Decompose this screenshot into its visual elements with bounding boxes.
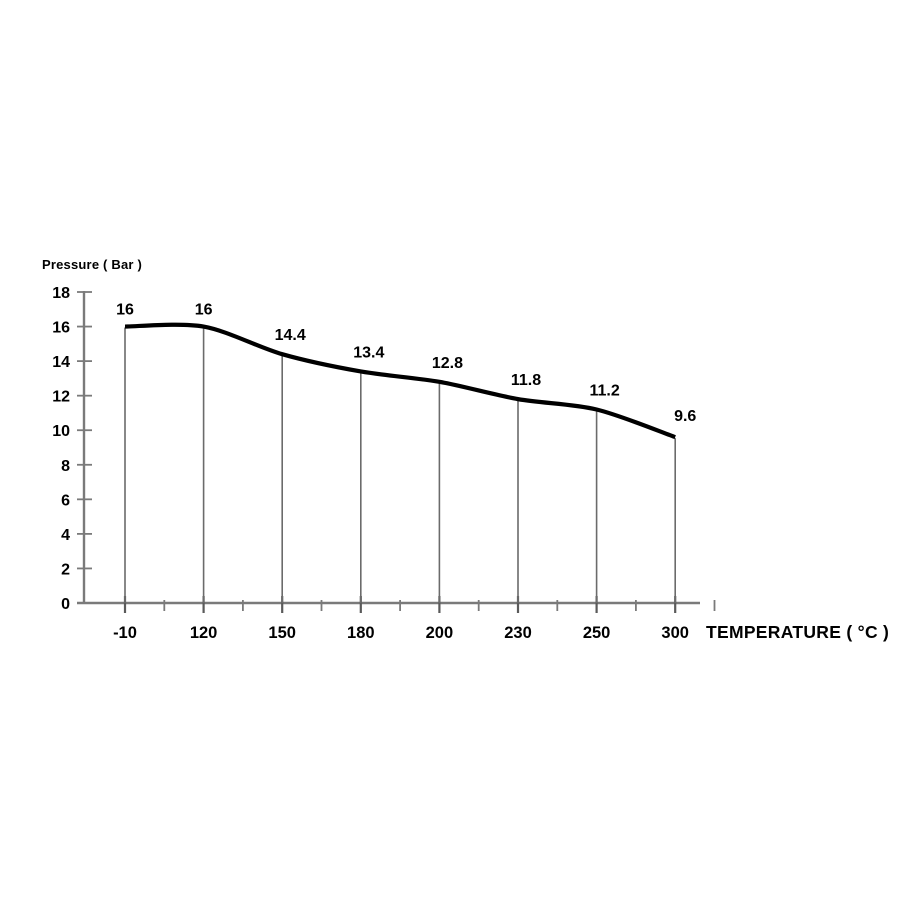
y-tick-label: 0 xyxy=(61,596,70,613)
y-axis-ticks: 0 2 4 6 8 10 12 14 16 18 xyxy=(52,285,92,613)
x-axis-tick-labels: -10 120 150 180 200 230 250 300 xyxy=(113,624,689,642)
data-point-labels: 16 16 14.4 13.4 12.8 11.8 11.2 9.6 xyxy=(116,302,696,426)
y-tick-label: 6 xyxy=(61,492,70,509)
x-tick-label: 200 xyxy=(426,624,454,642)
x-tick-label: -10 xyxy=(113,624,137,642)
y-tick-label: 18 xyxy=(52,285,70,302)
x-axis-title: TEMPERATURE ( °C ) xyxy=(706,622,889,642)
x-tick-label: 150 xyxy=(268,624,296,642)
x-axis-ticks xyxy=(123,596,716,613)
pressure-series-line xyxy=(124,322,676,440)
x-tick-label: 250 xyxy=(583,624,611,642)
data-point-label: 12.8 xyxy=(432,355,463,372)
x-tick-label: 230 xyxy=(504,624,532,642)
y-tick-label: 14 xyxy=(52,354,70,371)
data-drop-lines xyxy=(124,327,677,603)
data-point-label: 9.6 xyxy=(674,408,696,425)
x-tick-label: 300 xyxy=(661,624,689,642)
y-tick-label: 4 xyxy=(61,527,70,544)
data-point-label: 11.2 xyxy=(589,382,619,399)
data-point-label: 11.8 xyxy=(511,372,541,389)
data-point-label: 16 xyxy=(195,302,213,319)
y-tick-label: 2 xyxy=(61,561,70,578)
x-tick-label: 180 xyxy=(347,624,375,642)
x-tick-label: 120 xyxy=(190,624,218,642)
y-tick-label: 16 xyxy=(52,320,70,337)
data-point-label: 16 xyxy=(116,302,134,319)
data-point-label: 14.4 xyxy=(275,327,306,344)
y-tick-label: 8 xyxy=(61,458,70,475)
data-point-label: 13.4 xyxy=(353,344,384,361)
y-tick-label: 10 xyxy=(52,423,70,440)
y-axis-title: Pressure ( Bar ) xyxy=(42,257,142,272)
y-tick-label: 12 xyxy=(52,389,70,406)
